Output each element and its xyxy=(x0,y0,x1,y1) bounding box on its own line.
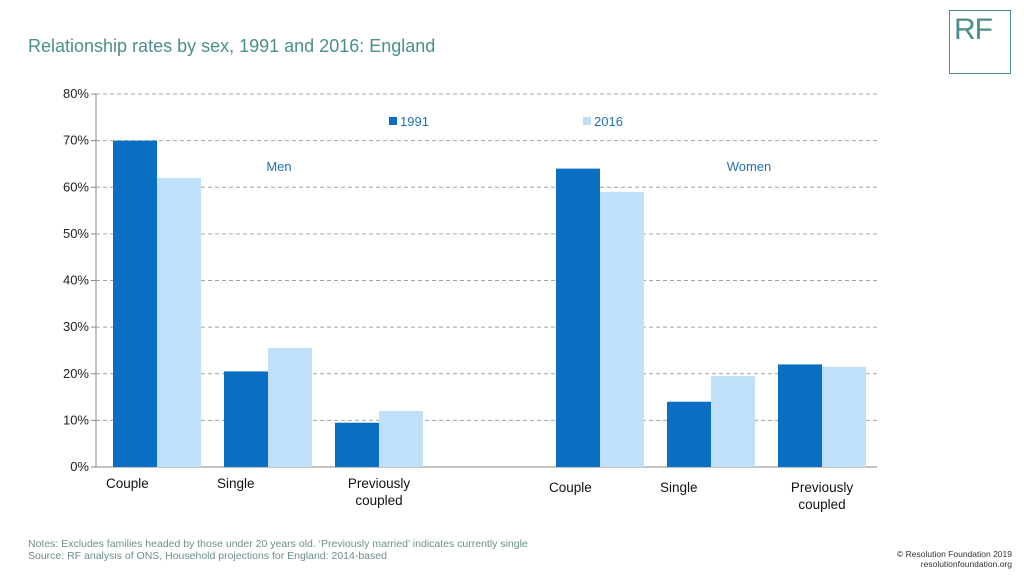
y-tick-label: 50% xyxy=(63,226,89,241)
category-label: Previously xyxy=(348,476,411,491)
bar-2016 xyxy=(157,177,201,468)
chart-notes: Notes: Excludes families headed by those… xyxy=(28,538,528,562)
bar-1991 xyxy=(778,364,822,467)
bar-1991 xyxy=(667,401,711,467)
bar-1991 xyxy=(556,168,600,467)
notes-line: Notes: Excludes families headed by those… xyxy=(28,538,528,550)
category-label: coupled xyxy=(355,493,402,508)
bar-2016 xyxy=(379,411,423,467)
bar-2016 xyxy=(822,366,866,467)
y-tick-label: 70% xyxy=(63,133,89,148)
category-label: Previously xyxy=(791,480,854,495)
category-label: Couple xyxy=(106,476,149,491)
bar-2016 xyxy=(711,376,755,467)
legend-label: 2016 xyxy=(594,114,623,129)
chart-title: Relationship rates by sex, 1991 and 2016… xyxy=(28,36,436,56)
legend-label: 1991 xyxy=(400,114,429,129)
y-tick-label: 80% xyxy=(63,86,89,101)
y-tick-label: 10% xyxy=(63,412,89,427)
group-label: Women xyxy=(727,159,772,174)
category-label: Single xyxy=(660,480,698,495)
copyright: © Resolution Foundation 2019 resolutionf… xyxy=(897,549,1012,569)
bar-1991 xyxy=(113,140,157,467)
bar-1991 xyxy=(335,422,379,467)
group-label: Men xyxy=(266,159,291,174)
legend-swatch xyxy=(583,117,591,125)
category-label: Single xyxy=(217,476,255,491)
y-tick-label: 20% xyxy=(63,366,89,381)
bar-1991 xyxy=(224,371,268,467)
source-line: Source: RF analysis of ONS, Household pr… xyxy=(28,550,387,562)
bar-2016 xyxy=(600,191,644,467)
category-label: Couple xyxy=(549,480,592,495)
bar-chart: 0% 10% 20% 30% 40% 50% 60% 70% 80% Couple Single Pr… xyxy=(63,86,877,512)
bar-2016 xyxy=(268,348,312,467)
y-tick-label: 40% xyxy=(63,273,89,288)
copyright-line: © Resolution Foundation 2019 xyxy=(897,549,1012,559)
rf-logo: RF xyxy=(949,10,1011,74)
logo-text: RF xyxy=(954,13,993,46)
category-label: coupled xyxy=(798,497,845,512)
legend-swatch xyxy=(389,117,397,125)
y-tick-label: 30% xyxy=(63,319,89,334)
y-tick-label: 0% xyxy=(70,459,89,474)
website-line: resolutionfoundation.org xyxy=(920,559,1012,569)
y-tick-label: 60% xyxy=(63,179,89,194)
